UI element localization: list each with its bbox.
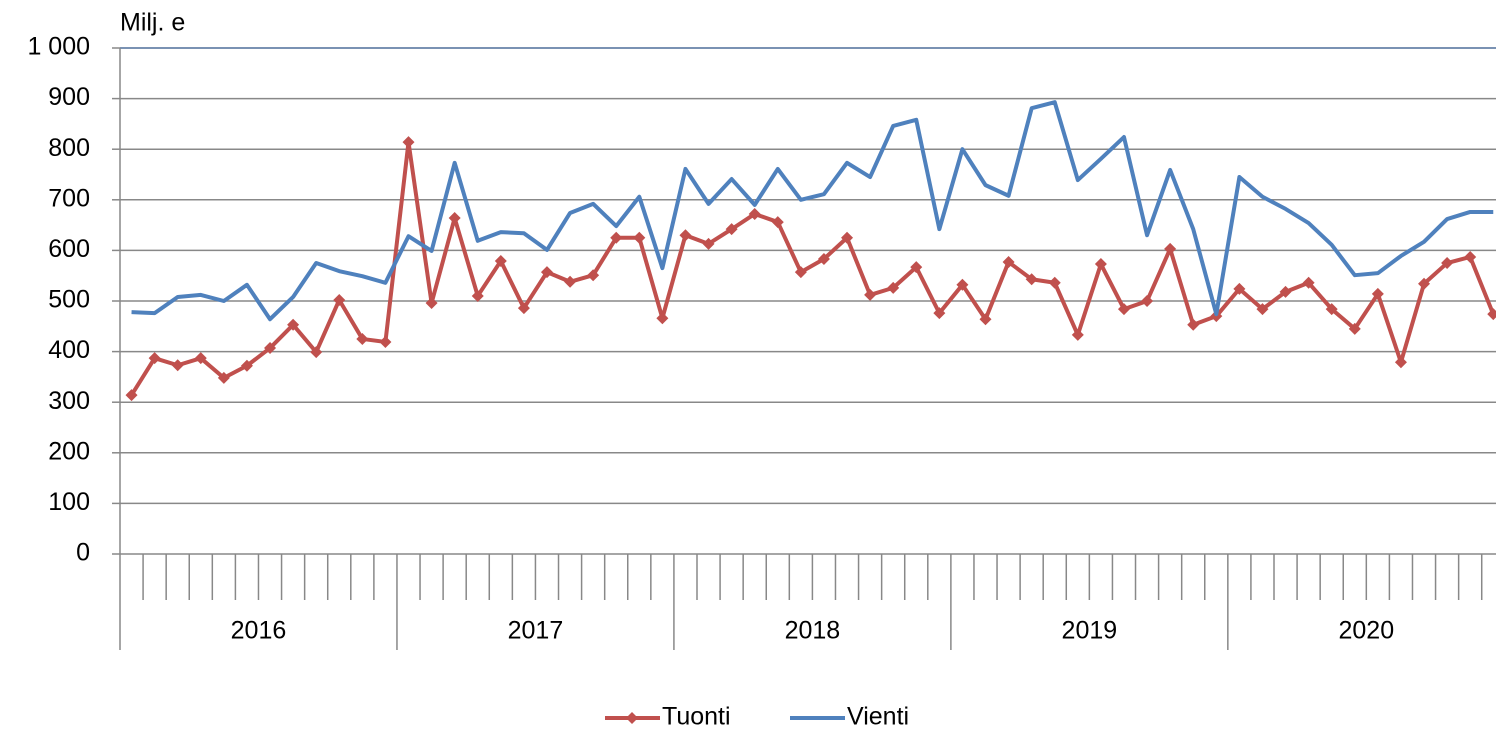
marker xyxy=(610,231,623,244)
marker xyxy=(148,352,161,365)
y-tick-label: 200 xyxy=(48,437,90,465)
marker xyxy=(1464,250,1477,263)
marker xyxy=(333,293,346,306)
marker xyxy=(702,237,715,250)
line xyxy=(131,100,1494,322)
marker xyxy=(1164,242,1177,255)
marker xyxy=(194,352,207,365)
marker xyxy=(794,266,807,279)
y-tick-label: 800 xyxy=(48,134,90,162)
marker xyxy=(1441,257,1454,270)
y-tick-label: 1 000 xyxy=(27,33,90,61)
marker xyxy=(1210,310,1223,323)
x-group-label: 2016 xyxy=(231,617,287,645)
y-tick-label: 700 xyxy=(48,184,90,212)
marker xyxy=(1002,256,1015,269)
marker xyxy=(771,216,784,229)
marker xyxy=(587,269,600,282)
marker xyxy=(1487,308,1496,321)
marker xyxy=(1279,285,1292,298)
marker xyxy=(910,261,923,274)
y-tick-label: 0 xyxy=(76,539,90,567)
legend-marker xyxy=(626,712,638,724)
marker xyxy=(171,359,184,372)
y-tick-label: 300 xyxy=(48,387,90,415)
marker xyxy=(1187,318,1200,331)
marker xyxy=(217,371,230,384)
y-tick-label: 600 xyxy=(48,235,90,263)
marker xyxy=(1025,273,1038,286)
marker xyxy=(1394,356,1407,369)
marker xyxy=(1418,277,1431,290)
marker xyxy=(1233,282,1246,295)
marker xyxy=(817,253,830,266)
y-tick-label: 400 xyxy=(48,336,90,364)
marker xyxy=(1141,295,1154,307)
y-tick-label: 500 xyxy=(48,286,90,314)
marker xyxy=(540,266,553,279)
marker xyxy=(1302,276,1315,289)
marker xyxy=(287,318,300,331)
marker xyxy=(425,297,438,310)
marker xyxy=(448,212,461,225)
marker xyxy=(1348,322,1361,335)
marker xyxy=(379,335,392,348)
line xyxy=(129,140,1496,397)
marker xyxy=(864,288,877,301)
x-group-label: 2017 xyxy=(508,617,564,645)
marker xyxy=(402,136,415,149)
x-group-label: 2019 xyxy=(1062,617,1118,645)
marker xyxy=(1325,303,1338,316)
legend-label: Tuonti xyxy=(662,703,731,731)
marker xyxy=(1071,328,1084,341)
legend-label: Vienti xyxy=(847,703,909,731)
marker xyxy=(841,231,854,244)
marker xyxy=(564,275,577,288)
marker xyxy=(310,346,323,359)
marker xyxy=(517,302,530,315)
x-group-label: 2020 xyxy=(1339,617,1395,645)
marker xyxy=(1048,276,1061,289)
marker xyxy=(725,223,738,236)
marker xyxy=(471,289,484,302)
marker xyxy=(887,281,900,294)
marker xyxy=(956,278,969,291)
marker xyxy=(1117,303,1130,316)
marker xyxy=(656,312,669,325)
marker xyxy=(356,332,369,345)
marker xyxy=(979,313,992,326)
y-axis-label: Milj. e xyxy=(120,9,185,37)
marker xyxy=(494,255,507,268)
y-tick-label: 900 xyxy=(48,83,90,111)
marker xyxy=(679,229,692,242)
marker xyxy=(1371,287,1384,300)
x-group-label: 2018 xyxy=(785,617,841,645)
y-tick-label: 100 xyxy=(48,488,90,516)
marker xyxy=(748,207,761,220)
marker xyxy=(264,342,277,355)
marker xyxy=(1256,303,1269,316)
marker xyxy=(933,307,946,320)
marker xyxy=(633,231,646,244)
marker xyxy=(125,389,138,402)
marker xyxy=(240,359,253,372)
marker xyxy=(1094,258,1107,271)
